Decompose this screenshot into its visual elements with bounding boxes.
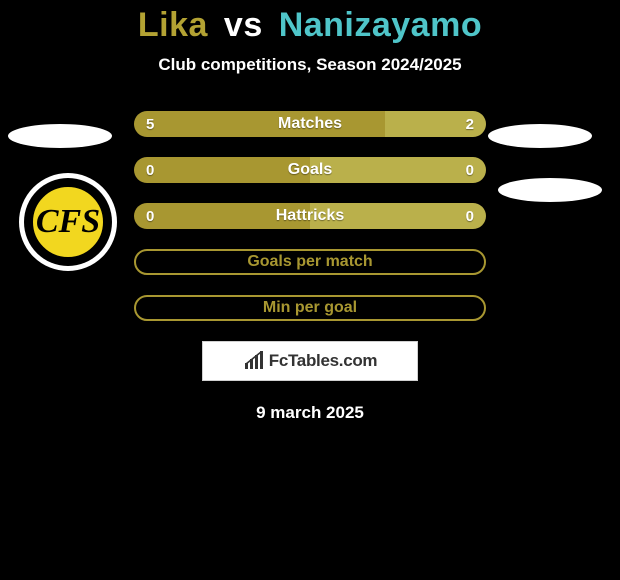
stat-bar-right-fill	[310, 157, 486, 183]
page-title: Lika vs Nanizayamo	[0, 6, 620, 45]
stat-bar: Goals00	[134, 157, 486, 183]
player-right-name: Nanizayamo	[279, 6, 482, 44]
brand-text: FcTables.com	[269, 351, 378, 371]
brand-chart-icon	[243, 351, 265, 371]
brand-attribution: FcTables.com	[202, 341, 418, 381]
player-left-name: Lika	[138, 6, 208, 44]
stat-bar-outline: Goals per match	[134, 249, 486, 275]
stat-bar-right-fill	[310, 203, 486, 229]
stat-bar: Matches52	[134, 111, 486, 137]
comparison-card: Lika vs Nanizayamo Club competitions, Se…	[0, 0, 620, 580]
stats-bars: Matches52 Goals00 Hattricks00 Goals per mat…	[0, 111, 620, 321]
stat-bar-right-fill	[385, 111, 486, 137]
subtitle: Club competitions, Season 2024/2025	[0, 55, 620, 75]
vs-separator: vs	[224, 6, 263, 44]
stat-bar: Hattricks00	[134, 203, 486, 229]
stat-bar-outline: Min per goal	[134, 295, 486, 321]
stat-bar-left-fill	[134, 203, 310, 229]
stat-bar-left-fill	[134, 157, 310, 183]
stat-bar-left-fill	[134, 111, 385, 137]
date-stamp: 9 march 2025	[0, 403, 620, 423]
